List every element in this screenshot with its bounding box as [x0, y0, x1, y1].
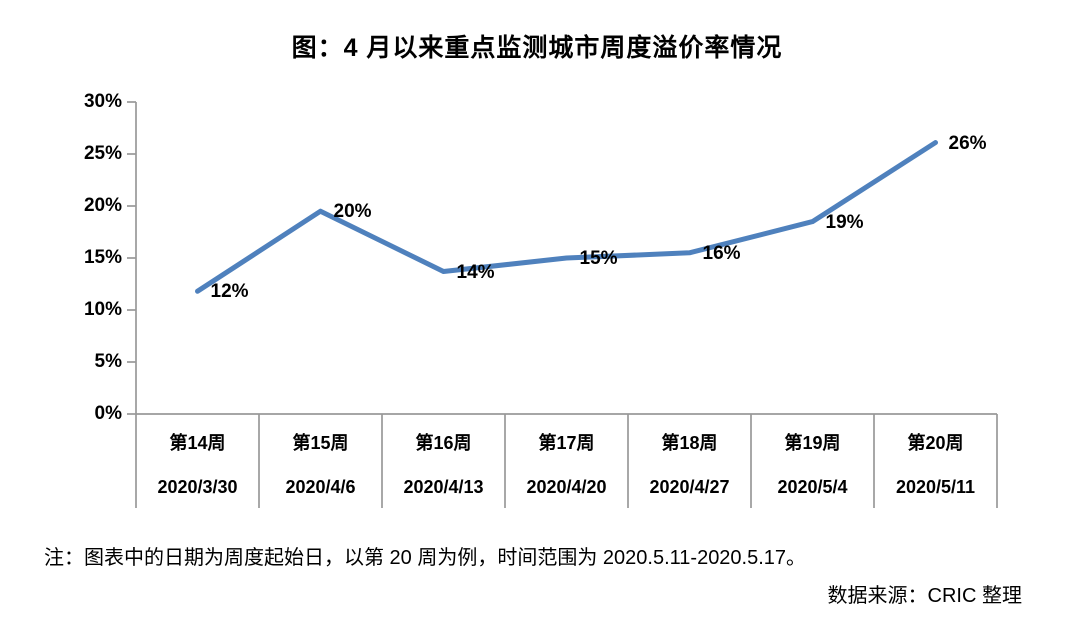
chart-title: 图：4 月以来重点监测城市周度溢价率情况 — [291, 34, 783, 62]
chart-note: 注：图表中的日期为周度起始日，以第 20 周为例，时间范围为 2020.5.11… — [44, 547, 807, 569]
premium-rate-line — [195, 140, 938, 294]
data-source: 数据来源：CRIC 整理 — [827, 585, 1022, 607]
